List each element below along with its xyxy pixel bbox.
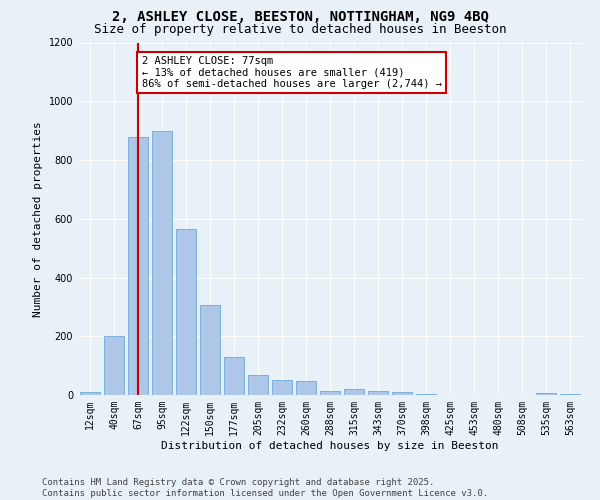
Bar: [368, 390, 388, 395]
Bar: [536, 392, 556, 395]
Bar: [248, 375, 268, 395]
Bar: [416, 394, 436, 395]
Text: 2 ASHLEY CLOSE: 77sqm
← 13% of detached houses are smaller (419)
86% of semi-det: 2 ASHLEY CLOSE: 77sqm ← 13% of detached …: [142, 56, 442, 89]
Bar: [104, 336, 124, 395]
Text: Size of property relative to detached houses in Beeston: Size of property relative to detached ho…: [94, 22, 506, 36]
Bar: [296, 381, 316, 395]
Bar: [560, 394, 580, 395]
Bar: [200, 306, 220, 395]
Bar: [392, 392, 412, 395]
Bar: [152, 130, 172, 395]
Text: 2, ASHLEY CLOSE, BEESTON, NOTTINGHAM, NG9 4BQ: 2, ASHLEY CLOSE, BEESTON, NOTTINGHAM, NG…: [112, 10, 488, 24]
Bar: [80, 392, 100, 395]
Bar: [176, 229, 196, 395]
Y-axis label: Number of detached properties: Number of detached properties: [33, 121, 43, 316]
Text: Contains HM Land Registry data © Crown copyright and database right 2025.
Contai: Contains HM Land Registry data © Crown c…: [42, 478, 488, 498]
Bar: [128, 136, 148, 395]
X-axis label: Distribution of detached houses by size in Beeston: Distribution of detached houses by size …: [161, 440, 499, 450]
Bar: [320, 390, 340, 395]
Bar: [344, 389, 364, 395]
Bar: [272, 380, 292, 395]
Bar: [224, 357, 244, 395]
